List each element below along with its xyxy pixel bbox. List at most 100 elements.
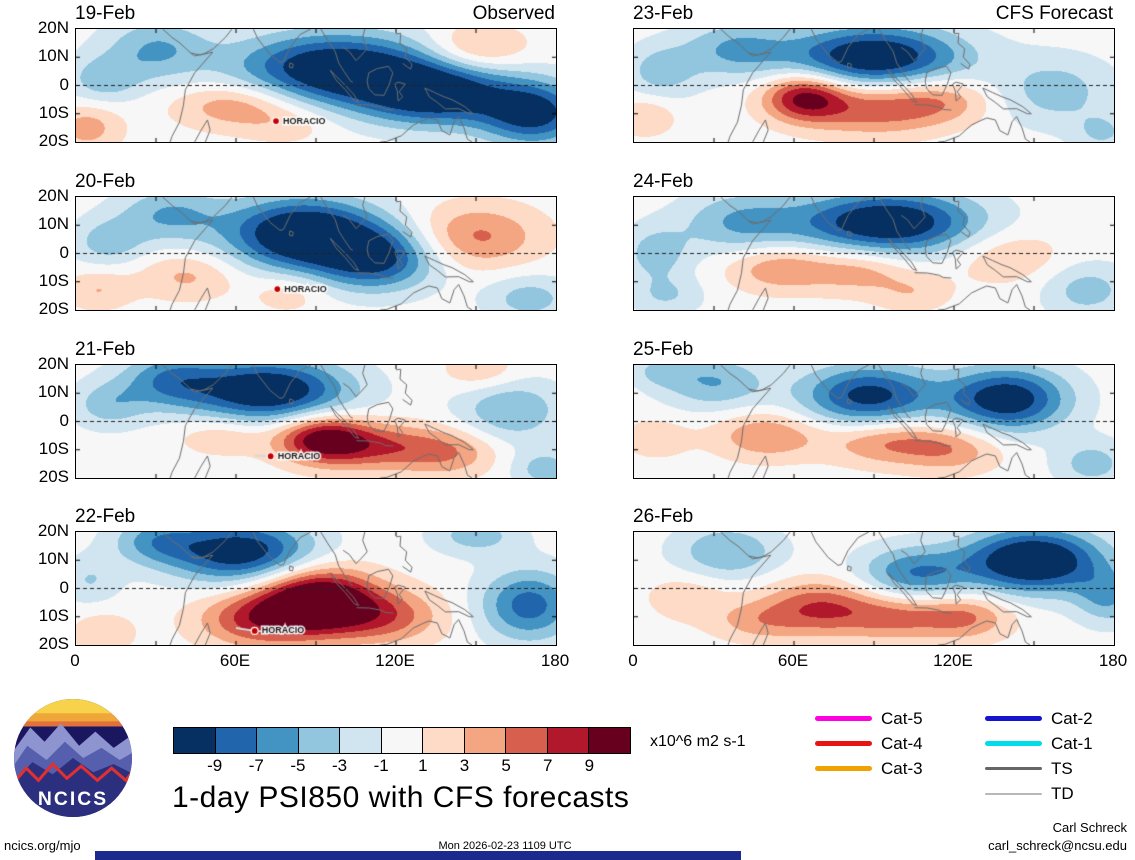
colorbar-tick-label: 3: [459, 756, 470, 775]
legend-label: Cat-2: [1051, 708, 1093, 728]
contour-map-panel: [75, 196, 557, 311]
colorbar-cell: [297, 728, 340, 753]
y-axis-tick-label: 0: [59, 242, 69, 262]
y-axis-tick-label: 0: [59, 410, 69, 430]
panel-date-label: 21-Feb: [75, 339, 136, 360]
panel-date-label: 25-Feb: [633, 339, 694, 360]
x-axis-tick-label: 180: [540, 651, 570, 670]
y-axis-tick-label: 10N: [37, 214, 69, 234]
column-heading: Observed: [472, 3, 555, 24]
panel-date-label: 23-Feb: [633, 3, 694, 24]
legend-line-td: [985, 792, 1042, 795]
footer-credit-name: Carl Schreck: [1052, 820, 1127, 835]
panel-date-label: 26-Feb: [633, 506, 694, 527]
contour-map-panel: [633, 531, 1115, 646]
colorbar-tick-label: -5: [290, 756, 306, 775]
y-axis-tick-label: 20N: [37, 186, 69, 205]
legend-line-ts: [985, 767, 1042, 770]
x-axis-tick-label: 120E: [933, 651, 973, 670]
y-axis-tick-label: 0: [59, 577, 69, 597]
legend-label: Cat-4: [881, 733, 923, 753]
y-axis-tick-label: 10N: [37, 549, 69, 569]
logo-text: NCICS: [38, 789, 108, 810]
legend-categories-right: Cat-2 Cat-1 TS TD: [985, 706, 1093, 806]
contour-map-panel: [75, 364, 557, 479]
legend-item: TD: [985, 781, 1093, 806]
legend-label: TS: [1051, 758, 1073, 778]
legend-item: Cat-1: [985, 731, 1093, 756]
colorbar-units-label: x10^6 m2 s-1: [650, 733, 746, 750]
panel-date-label: 19-Feb: [75, 3, 136, 24]
footer-timestamp: Mon 2026-02-23 1109 UTC: [438, 840, 572, 852]
y-axis-tick-label: 20N: [37, 18, 69, 37]
colorbar-tick-label: 9: [584, 756, 595, 775]
legend-label: Cat-1: [1051, 733, 1093, 753]
colorbar-cell: [422, 728, 464, 753]
colorbar-cell: [214, 728, 257, 753]
colorbar-cell: [256, 728, 298, 753]
panel-date-label: 24-Feb: [633, 171, 694, 192]
y-axis-tick-label: 20S: [38, 299, 69, 318]
x-axis-tick-label: 60E: [777, 651, 809, 670]
x-axis-tick-label: 60E: [219, 651, 251, 670]
y-axis-tick-label: 10S: [38, 605, 69, 625]
ncics-logo: NCICS: [14, 699, 132, 817]
logo-sky-band: [14, 721, 132, 727]
colorbar-tick-label: 1: [418, 756, 428, 775]
x-axis-tick-label: 0: [628, 651, 638, 670]
colorbar-tick-label: 7: [542, 756, 553, 775]
legend-item: TS: [985, 756, 1093, 781]
legend-label: Cat-5: [881, 708, 923, 728]
colorbar-tick-label: -3: [331, 756, 348, 775]
contour-map-panel: [633, 196, 1115, 311]
footer-website: ncics.org/mjo: [4, 838, 81, 853]
y-axis-tick-label: 10S: [38, 438, 69, 458]
bottom-banner-bar: [95, 851, 741, 860]
y-axis-tick-label: 20S: [38, 131, 69, 150]
contour-map-panel: [75, 28, 557, 143]
panel-date-label: 22-Feb: [75, 506, 136, 527]
contour-map-panel: [75, 531, 557, 646]
colorbar-cell: [380, 728, 423, 753]
x-axis-tick-label: 120E: [375, 651, 415, 670]
x-axis-tick-label: 180: [1098, 651, 1128, 670]
y-axis-tick-label: 20S: [38, 634, 69, 653]
colorbar-tick-label: 5: [501, 756, 511, 775]
legend-label: Cat-3: [881, 758, 923, 778]
legend-item: Cat-5: [815, 706, 923, 731]
y-axis-tick-label: 0: [59, 74, 69, 94]
colorbar-tick-label: -1: [373, 756, 389, 775]
x-axis-tick-label: 0: [70, 651, 80, 670]
legend-item: Cat-2: [985, 706, 1093, 731]
contour-map-panel: [633, 28, 1115, 143]
colorbar: [173, 727, 631, 754]
y-axis-tick-label: 20S: [38, 467, 69, 486]
legend-item: Cat-3: [815, 756, 923, 781]
legend-line-cat-4: [815, 741, 872, 746]
legend-line-cat-1: [985, 741, 1042, 746]
colorbar-cell: [588, 728, 631, 753]
y-axis-tick-label: 10S: [38, 270, 69, 290]
y-axis-tick-label: 10S: [38, 102, 69, 122]
y-axis-tick-label: 10N: [37, 46, 69, 66]
y-axis-tick-label: 20N: [37, 354, 69, 373]
colorbar-cell: [174, 728, 215, 753]
column-heading: CFS Forecast: [995, 3, 1113, 24]
colorbar-tick-label: -7: [248, 756, 264, 775]
legend-line-cat-3: [815, 766, 872, 771]
y-axis-tick-label: 10N: [37, 382, 69, 402]
y-axis-tick-label: 20N: [37, 521, 69, 540]
legend-line-cat-2: [985, 716, 1042, 721]
logo-red-zigzag: [14, 761, 132, 784]
colorbar-cell: [463, 728, 506, 753]
colorbar-cell: [505, 728, 547, 753]
logo-sky-band: [14, 699, 132, 716]
colorbar-tick-labels: -9 -7 -5 -3 -1 1 3 5 7 9: [173, 756, 631, 776]
footer-credit-email: carl_schreck@ncsu.edu: [988, 838, 1127, 853]
legend-item: Cat-4: [815, 731, 923, 756]
logo-sky-band: [14, 713, 132, 723]
panel-date-label: 20-Feb: [75, 171, 136, 192]
legend-label: TD: [1051, 783, 1074, 803]
colorbar-cell: [339, 728, 381, 753]
colorbar-cell: [546, 728, 589, 753]
